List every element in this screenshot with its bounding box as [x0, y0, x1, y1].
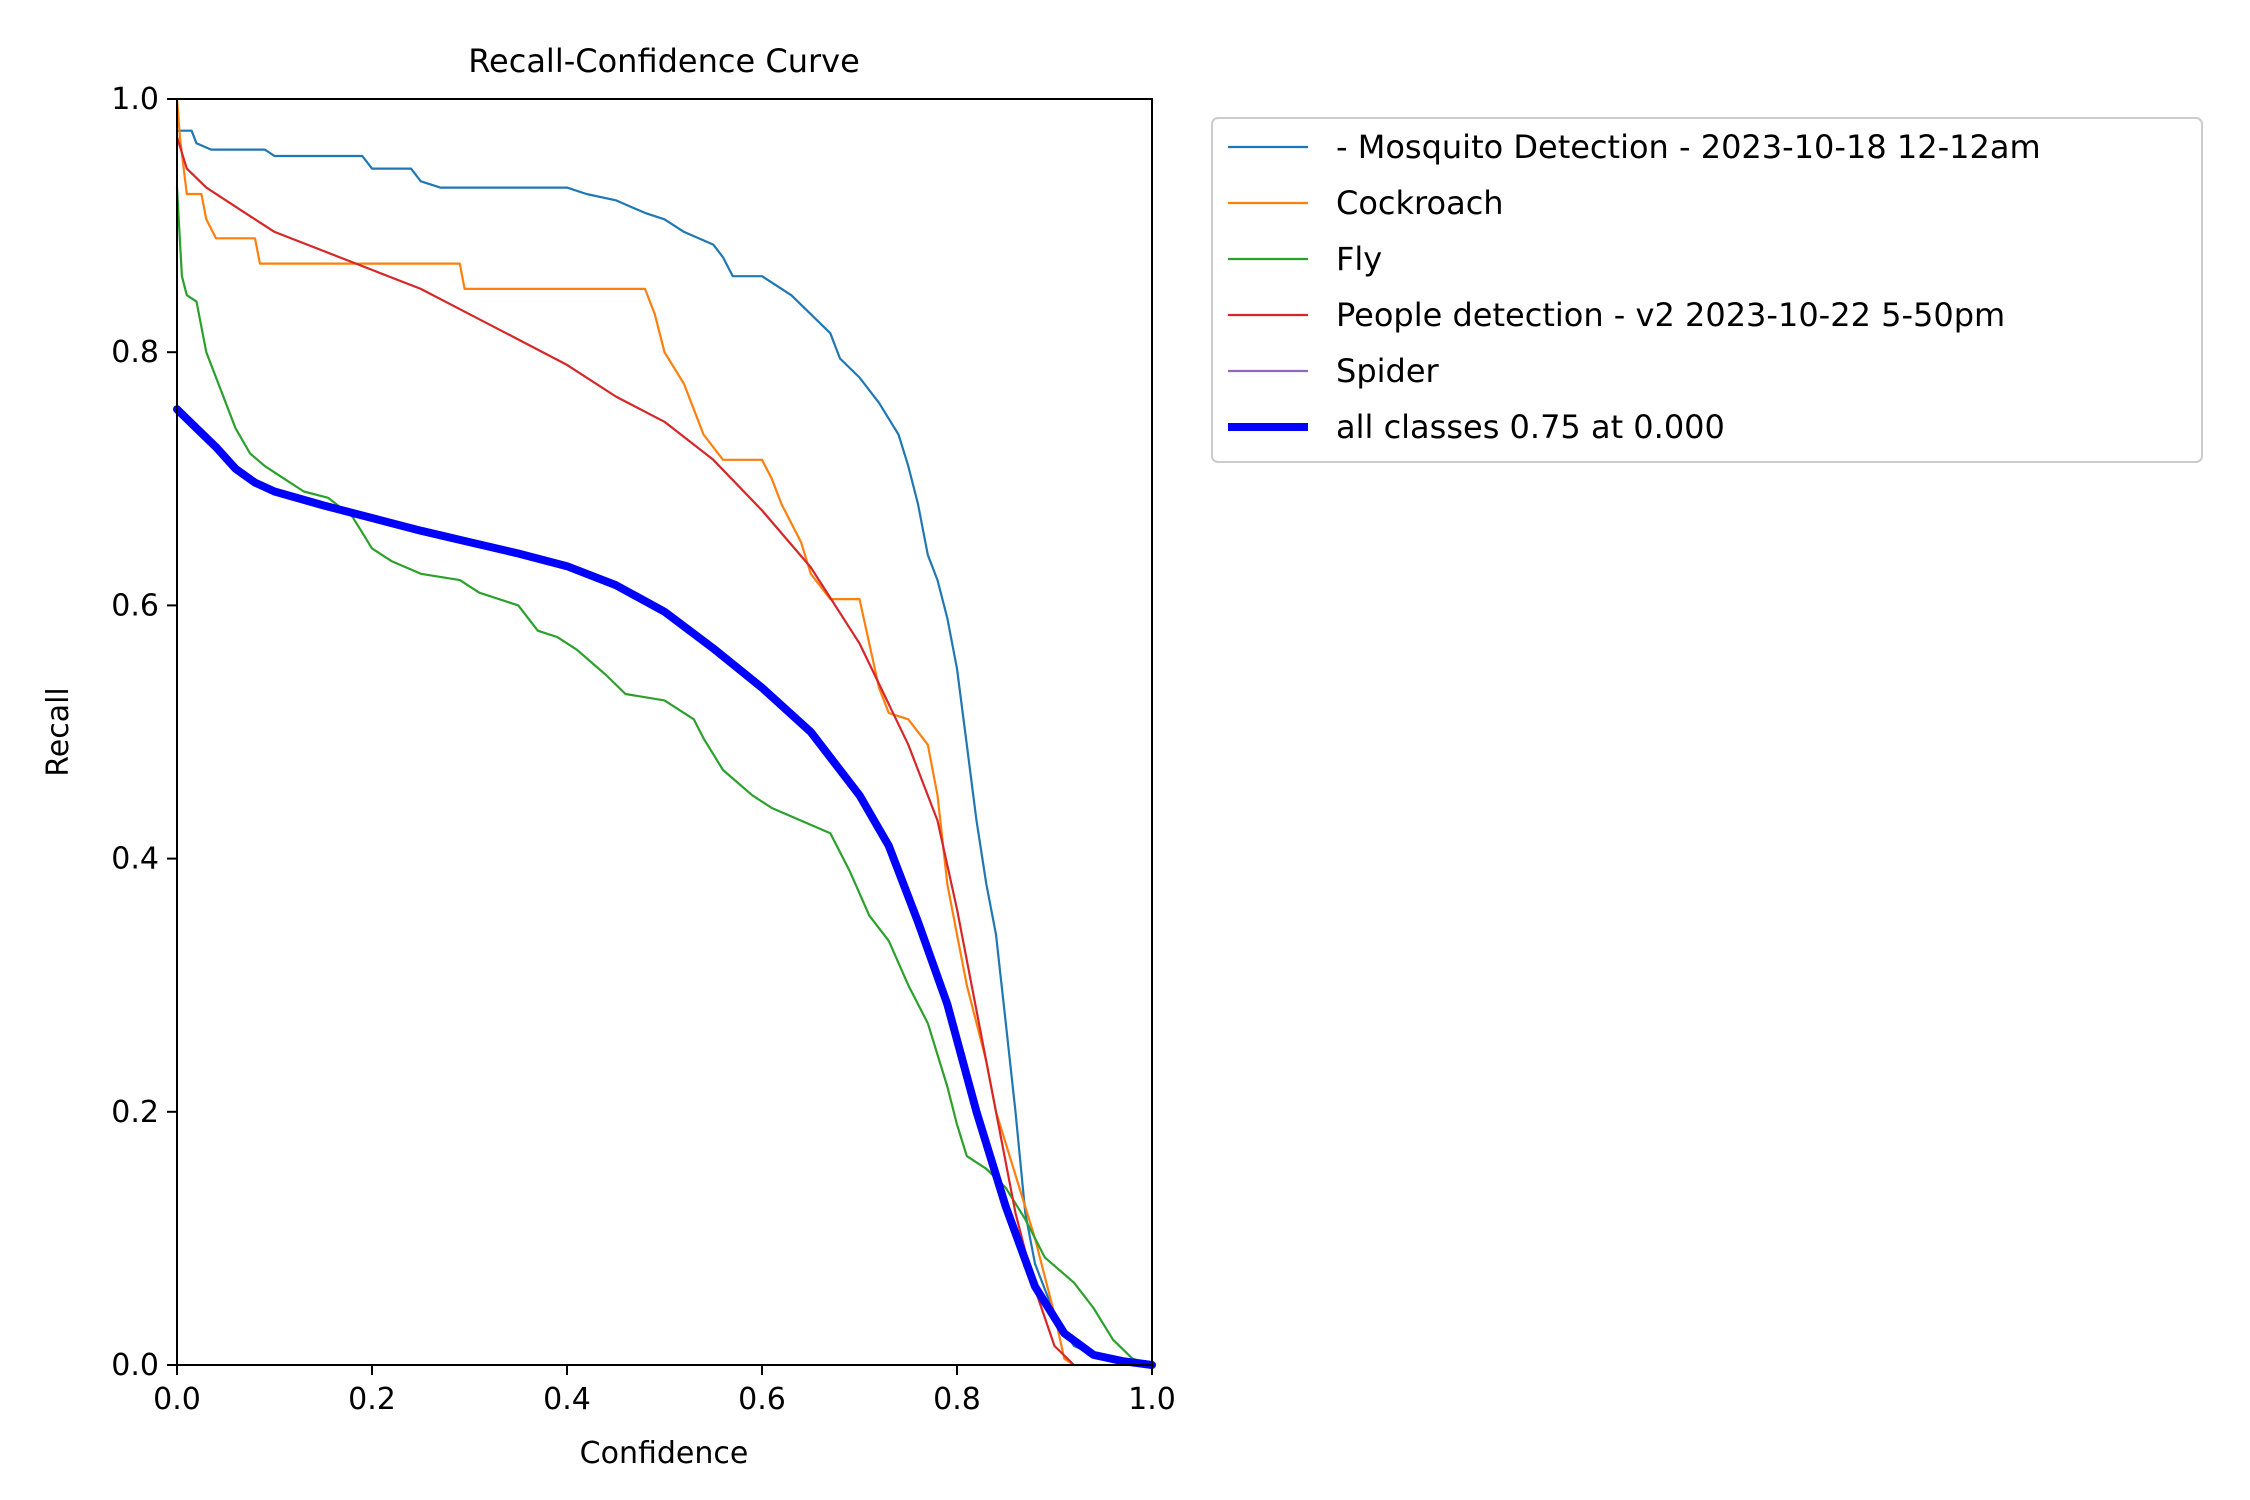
legend-frame	[1211, 117, 2203, 463]
x-axis-label: Confidence	[580, 1436, 749, 1471]
series-layer	[173, 98, 1156, 1369]
x-tick-label-3: 0.6	[738, 1382, 786, 1417]
series-line-2	[175, 187, 1153, 1367]
y-tick-label-4: 0.8	[111, 335, 159, 370]
legend-label-5: all classes 0.75 at 0.000	[1336, 408, 1725, 446]
x-tick-label-0: 0.0	[153, 1382, 201, 1417]
x-tick-label-1: 0.2	[348, 1382, 396, 1417]
x-axis-ticks: 0.0 0.2 0.4 0.6 0.8 1.0	[153, 1365, 1176, 1417]
y-tick-label-0: 0.0	[111, 1348, 159, 1383]
legend: - Mosquito Detection - 2023-10-18 12-12a…	[1211, 117, 2203, 463]
x-tick-label-2: 0.4	[543, 1382, 591, 1417]
y-tick-label-2: 0.4	[111, 842, 159, 877]
chart-title: Recall-Confidence Curve	[468, 42, 860, 80]
y-tick-label-5: 1.0	[111, 82, 159, 117]
series-line-5	[173, 405, 1156, 1369]
x-tick-label-5: 1.0	[1128, 1382, 1176, 1417]
legend-label-1: Cockroach	[1336, 184, 1504, 222]
legend-entries: - Mosquito Detection - 2023-10-18 12-12a…	[1228, 128, 2041, 446]
x-tick-label-4: 0.8	[933, 1382, 981, 1417]
series-line-3	[175, 136, 1075, 1366]
series-line-0	[177, 129, 1153, 1367]
legend-label-3: People detection - v2 2023-10-22 5-50pm	[1336, 296, 2005, 334]
series-line-1	[175, 98, 1075, 1366]
legend-label-4: Spider	[1336, 352, 1440, 390]
y-axis-ticks: 0.0 0.2 0.4 0.6 0.8 1.0	[111, 82, 177, 1383]
legend-label-0: - Mosquito Detection - 2023-10-18 12-12a…	[1336, 128, 2041, 166]
y-tick-label-3: 0.6	[111, 588, 159, 623]
y-tick-label-1: 0.2	[111, 1095, 159, 1130]
legend-label-2: Fly	[1336, 240, 1382, 278]
plot-frame	[176, 98, 1153, 1366]
y-axis-label: Recall	[41, 687, 76, 777]
